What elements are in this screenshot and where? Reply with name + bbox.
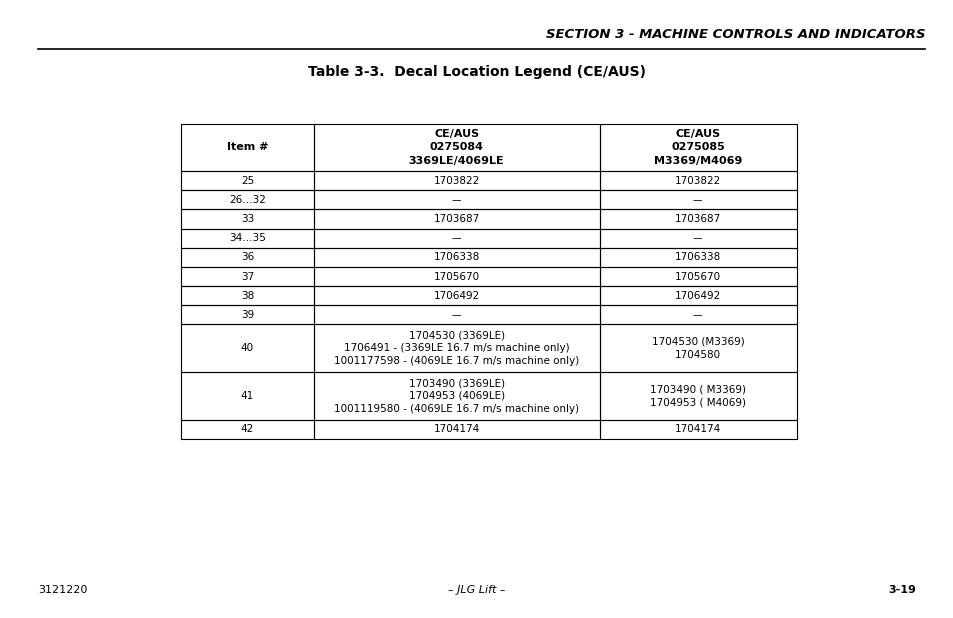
Text: 37: 37: [240, 271, 253, 282]
Text: 1703687: 1703687: [675, 214, 720, 224]
Text: 1705670: 1705670: [433, 271, 479, 282]
Text: 39: 39: [240, 310, 253, 320]
Text: 42: 42: [240, 424, 253, 434]
Text: Item #: Item #: [227, 142, 268, 153]
Text: 1706338: 1706338: [675, 252, 720, 263]
Text: 1703490 (3369LE)
1704953 (4069LE)
1001119580 - (4069LE 16.7 m/s machine only): 1703490 (3369LE) 1704953 (4069LE) 100111…: [334, 378, 578, 413]
Text: ––: ––: [692, 310, 702, 320]
Text: ––: ––: [692, 233, 702, 243]
Text: 3-19: 3-19: [887, 585, 915, 595]
Text: 34…35: 34…35: [229, 233, 266, 243]
Text: 40: 40: [240, 343, 253, 353]
Text: 26…32: 26…32: [229, 195, 266, 205]
Text: 1703687: 1703687: [433, 214, 479, 224]
Text: ––: ––: [451, 233, 461, 243]
Text: 3121220: 3121220: [38, 585, 88, 595]
Text: 33: 33: [240, 214, 253, 224]
Text: 38: 38: [240, 290, 253, 301]
Text: 1706492: 1706492: [675, 290, 720, 301]
Text: 25: 25: [240, 176, 253, 186]
Text: 1706338: 1706338: [433, 252, 479, 263]
Text: SECTION 3 - MACHINE CONTROLS AND INDICATORS: SECTION 3 - MACHINE CONTROLS AND INDICAT…: [545, 28, 924, 41]
Text: ––: ––: [451, 195, 461, 205]
Text: 1703822: 1703822: [433, 176, 479, 186]
Text: ––: ––: [451, 310, 461, 320]
Text: Table 3-3.  Decal Location Legend (CE/AUS): Table 3-3. Decal Location Legend (CE/AUS…: [308, 65, 645, 79]
Text: 1704530 (M3369)
1704580: 1704530 (M3369) 1704580: [651, 337, 743, 360]
Text: 1703822: 1703822: [675, 176, 720, 186]
Text: 41: 41: [240, 391, 253, 401]
Text: 1704530 (3369LE)
1706491 - (3369LE 16.7 m/s machine only)
1001177598 - (4069LE 1: 1704530 (3369LE) 1706491 - (3369LE 16.7 …: [334, 331, 578, 366]
Text: 36: 36: [240, 252, 253, 263]
Text: 1703490 ( M3369)
1704953 ( M4069): 1703490 ( M3369) 1704953 ( M4069): [649, 384, 745, 407]
Text: ––: ––: [692, 195, 702, 205]
Text: 1706492: 1706492: [433, 290, 479, 301]
Text: – JLG Lift –: – JLG Lift –: [448, 585, 505, 595]
Text: 1704174: 1704174: [675, 424, 720, 434]
Text: 1705670: 1705670: [675, 271, 720, 282]
Text: CE/AUS
0275084
3369LE/4069LE: CE/AUS 0275084 3369LE/4069LE: [409, 129, 504, 166]
Text: 1704174: 1704174: [433, 424, 479, 434]
Text: CE/AUS
0275085
M3369/M4069: CE/AUS 0275085 M3369/M4069: [653, 129, 741, 166]
